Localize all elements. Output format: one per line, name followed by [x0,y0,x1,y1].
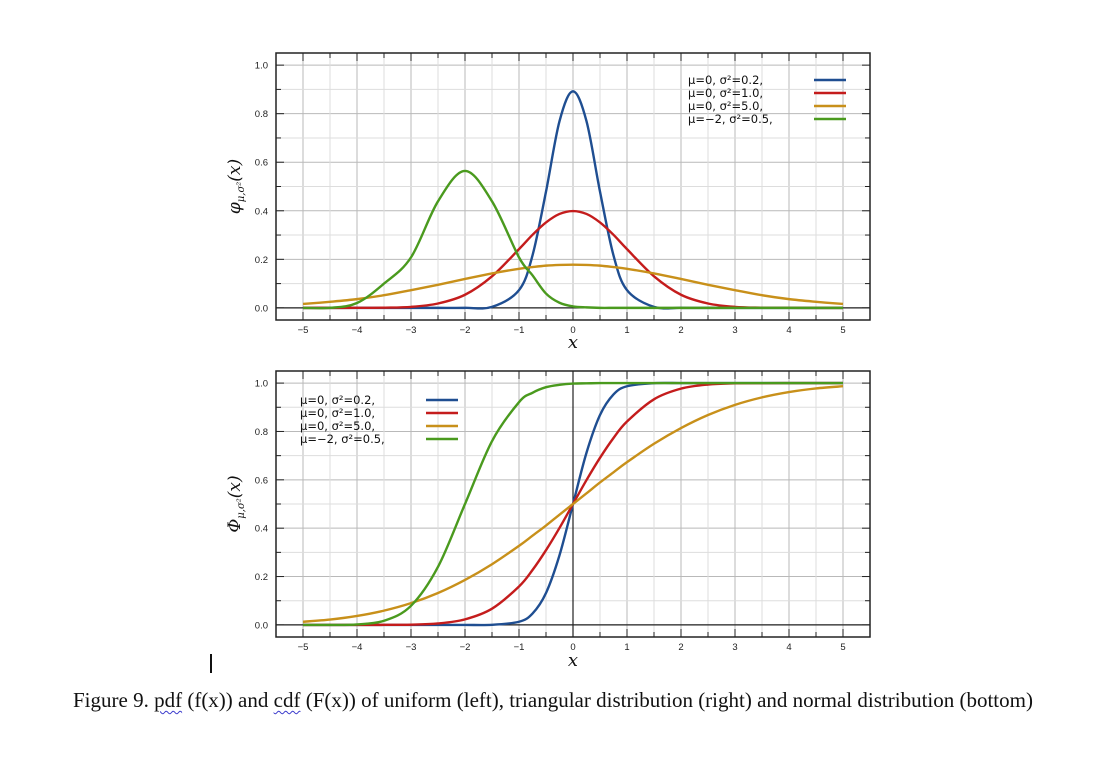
x-tick-label: 4 [786,642,791,653]
legend-entry-label: μ=0, σ²=0.2, [300,393,375,407]
legend-entry-label: μ=−2, σ²=0.5, [300,432,385,446]
x-tick-label: 5 [840,325,845,336]
legend-entry-label: μ=0, σ²=5.0, [300,419,375,433]
legend-entry-label: μ=0, σ²=0.2, [688,73,763,87]
legend-entry-label: μ=−2, σ²=0.5, [688,112,773,126]
x-tick-label: 1 [624,642,629,653]
x-tick-label: −2 [460,642,471,653]
text-cursor [210,654,212,673]
x-tick-label: −3 [406,325,417,336]
y-axis-label: φμ,σ²(x) [225,159,247,214]
x-tick-label: 2 [678,325,683,336]
y-tick-label: 1.0 [255,379,268,390]
legend-entry-label: μ=0, σ²=1.0, [300,406,375,420]
caption-rest: (F(x)) of uniform (left), triangular dis… [300,688,1033,712]
y-tick-label: 0.4 [255,524,268,535]
series-group [302,381,844,627]
legend: μ=0, σ²=0.2,μ=0, σ²=1.0,μ=0, σ²=5.0,μ=−2… [688,73,846,126]
x-tick-label: 3 [732,642,737,653]
x-tick-label: 0 [570,642,575,653]
figure-caption: Figure 9. pdf (f(x)) and cdf (F(x)) of u… [40,686,1066,714]
y-tick-label: 0.6 [255,475,268,486]
caption-prefix: Figure 9. [73,688,155,712]
x-tick-label: 0 [570,325,575,336]
y-axis-label: Φμ,σ²(x) [225,475,247,532]
figure: −5 −4 −3 −2 −1 0 1 2 3 4 5 0.0 0.2 0.4 0.6 0.8 1.0 x φμ,σ²… [225,52,871,671]
y-tick-label: 0.0 [255,620,268,631]
x-tick-label: −5 [298,325,309,336]
x-tick-label: −1 [514,325,525,336]
caption-pdf-paren: (f(x)) and [182,688,274,712]
caption-cdf-word: cdf [273,688,301,712]
series-line-3 [302,169,843,310]
x-tick-label: −4 [352,325,363,336]
x-tick-label: −1 [514,642,525,653]
y-tick-label: 0.2 [255,255,268,266]
y-tick-label: 0.6 [255,158,268,169]
x-tick-label: −5 [298,642,309,653]
series-line-2 [302,385,844,623]
x-tick-label: 5 [840,642,845,653]
pdf-chart: −5 −4 −3 −2 −1 0 1 2 3 4 5 0.0 0.2 0.4 0.6 0.8 1.0 x φμ,σ²… [225,52,871,353]
cdf-chart: −5 −4 −3 −2 −1 0 1 2 3 4 5 0.0 0.2 0.4 0.6 0.8 1.0 x Φμ,σ²… [225,370,871,671]
series-line-2 [302,263,844,306]
x-tick-label: −2 [460,325,471,336]
series-line-3 [302,381,843,627]
x-axis-label: x [568,650,578,671]
y-tick-label: 0.4 [255,206,268,217]
y-tick-label: 1.0 [255,61,268,72]
legend: μ=0, σ²=0.2,μ=0, σ²=1.0,μ=0, σ²=5.0,μ=−2… [300,393,458,446]
y-tick-label: 0.8 [255,427,268,438]
x-tick-label: 4 [786,325,791,336]
ticks [275,53,871,320]
y-tick-label: 0.8 [255,109,268,120]
series-group [302,90,844,310]
grid [276,53,870,320]
x-tick-label: 1 [624,325,629,336]
y-tick-label: 0.0 [255,303,268,314]
legend-entry-label: μ=0, σ²=5.0, [688,99,763,113]
ticks [275,371,871,637]
x-tick-label: −3 [406,642,417,653]
legend-entry-label: μ=0, σ²=1.0, [688,86,763,100]
y-tick-label: 0.2 [255,572,268,583]
x-axis-label: x [568,332,578,353]
x-tick-label: −4 [352,642,363,653]
caption-pdf-word: pdf [154,688,183,712]
x-tick-label: 3 [732,325,737,336]
x-tick-label: 2 [678,642,683,653]
